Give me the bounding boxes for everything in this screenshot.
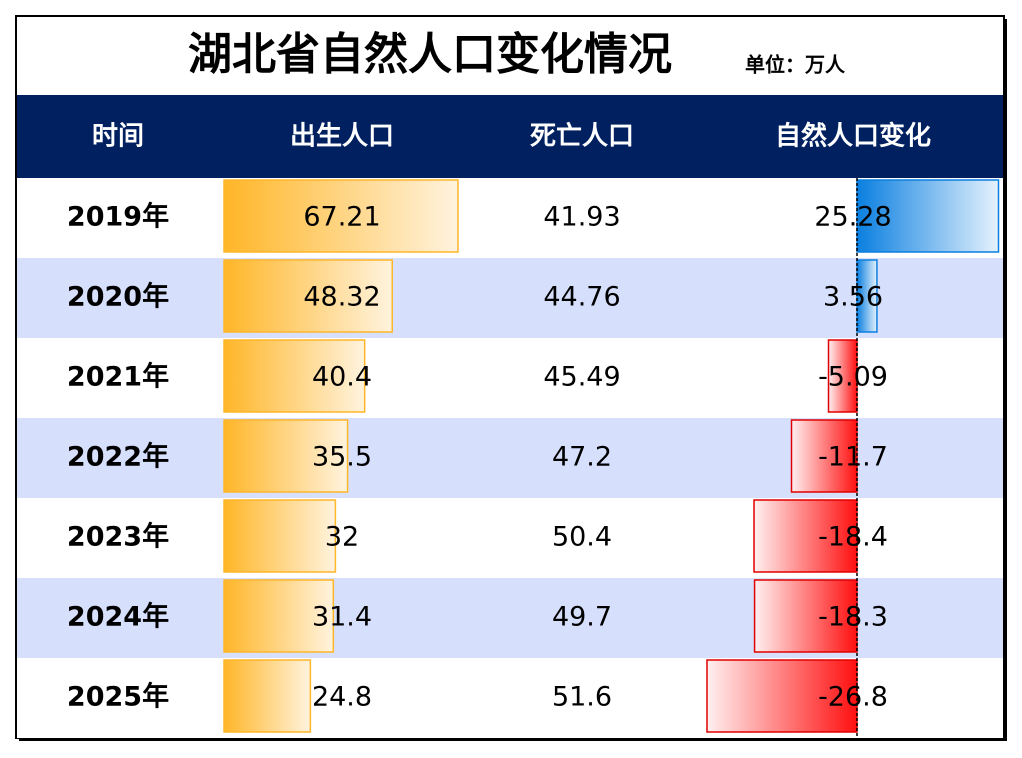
change-bar xyxy=(753,499,858,573)
cell-value: 49.7 xyxy=(552,602,612,633)
cell-value: -18.4 xyxy=(818,522,888,553)
change-bar xyxy=(827,339,858,413)
row-label: 2024年 xyxy=(67,601,169,633)
cell-value: -18.3 xyxy=(818,602,888,633)
row-label: 2021年 xyxy=(67,361,169,393)
cell-value: 44.76 xyxy=(543,282,620,313)
birth-bar xyxy=(223,659,312,733)
row-bg xyxy=(17,178,1003,258)
cell-value: 25.28 xyxy=(814,202,891,233)
birth-bar xyxy=(223,339,366,413)
cell-value: -11.7 xyxy=(818,442,888,473)
column-header: 出生人口 xyxy=(290,122,394,152)
row-label: 2023年 xyxy=(67,521,169,553)
cell-value: -5.09 xyxy=(818,362,888,393)
header-bg xyxy=(17,95,1003,178)
row-bg xyxy=(17,258,1003,338)
cell-value: 24.8 xyxy=(312,682,372,713)
change-bar xyxy=(856,179,1000,253)
unit: 单位：万人 xyxy=(745,53,846,77)
change-bar xyxy=(753,579,858,653)
cell-value: 3.56 xyxy=(823,282,883,313)
row-label: 2019年 xyxy=(67,201,169,233)
column-header: 时间 xyxy=(92,122,144,152)
row-label: 2020年 xyxy=(67,281,169,313)
column-header: 死亡人口 xyxy=(530,121,634,152)
cell-value: 31.4 xyxy=(312,602,372,633)
birth-bar xyxy=(223,419,349,493)
cell-value: 50.4 xyxy=(552,522,612,553)
title: 湖北省自然人口变化情况 xyxy=(188,29,672,80)
cell-value: 40.4 xyxy=(312,362,372,393)
cell-value: 67.21 xyxy=(303,202,380,233)
birth-bar xyxy=(223,499,337,573)
cell-value: 51.6 xyxy=(552,682,612,713)
cell-value: 41.93 xyxy=(543,202,620,233)
change-bar xyxy=(706,659,858,733)
birth-bar xyxy=(223,259,393,333)
cell-value: 32 xyxy=(325,522,359,553)
cell-value: 47.2 xyxy=(552,442,612,473)
column-header: 自然人口变化 xyxy=(775,121,931,152)
cell-value: -26.8 xyxy=(818,682,888,713)
row-label: 2025年 xyxy=(67,681,169,713)
change-bar xyxy=(790,419,858,493)
birth-bar xyxy=(223,179,459,253)
row-label: 2022年 xyxy=(67,441,169,473)
cell-value: 45.49 xyxy=(543,362,620,393)
birth-bar xyxy=(223,579,335,653)
cell-value: 48.32 xyxy=(303,282,380,313)
cell-value: 35.5 xyxy=(312,442,372,473)
